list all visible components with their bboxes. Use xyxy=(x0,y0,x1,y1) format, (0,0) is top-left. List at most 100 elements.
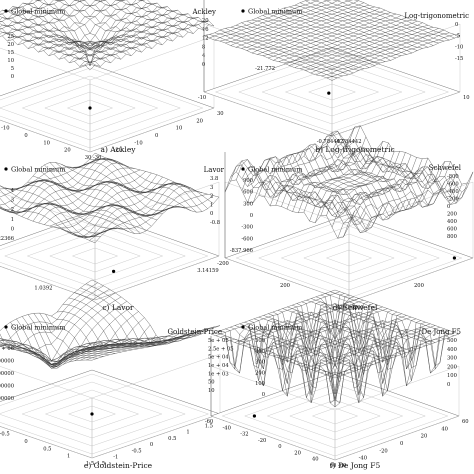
z-tick: 15 xyxy=(7,50,14,56)
y-tick: 60 xyxy=(462,419,469,425)
colorbar-tick: -0.8 xyxy=(210,220,220,226)
mesh-line xyxy=(27,314,157,362)
mesh-line xyxy=(61,164,186,209)
mesh-line xyxy=(337,145,462,205)
panel-caption: b) Log-trigonometric xyxy=(315,145,394,154)
colorbar-tick: 500 xyxy=(447,338,457,344)
panel-caption: f) De Jong F5 xyxy=(330,461,381,470)
x-tick: 1.0392 xyxy=(34,285,52,291)
contour-line xyxy=(236,217,463,299)
colorbar-tick: 100 xyxy=(447,373,457,379)
mesh-line xyxy=(348,125,474,185)
colorbar-tick: 400 xyxy=(447,219,457,225)
mesh-line xyxy=(325,330,450,404)
contour-line xyxy=(222,375,449,457)
mesh-line xyxy=(330,291,455,336)
floor-plane xyxy=(0,211,220,301)
x-tick: 0.5 xyxy=(43,446,51,452)
mesh-line xyxy=(139,0,209,25)
side-wall xyxy=(0,366,93,459)
contour-line xyxy=(281,233,418,283)
z-tick: 300 xyxy=(243,201,253,207)
legend-marker xyxy=(241,9,245,13)
mesh-line xyxy=(89,24,215,71)
contour-line xyxy=(215,51,449,133)
mesh-line xyxy=(287,316,412,362)
z-tick: -0.0822366 xyxy=(0,236,14,242)
z-tick: 2 xyxy=(11,207,14,213)
mesh-line xyxy=(323,0,445,42)
mesh-line xyxy=(292,305,417,358)
mesh-line xyxy=(56,334,186,369)
y-tick: -40 xyxy=(359,456,367,462)
mesh-line xyxy=(320,294,445,374)
mesh-line xyxy=(306,323,431,368)
mesh-line xyxy=(86,327,215,361)
mesh-line xyxy=(334,333,460,379)
global-minimum-marker xyxy=(112,269,116,273)
x-tick: 20 xyxy=(294,450,301,456)
y-tick: 1 xyxy=(186,430,189,436)
colorbar-tick: 10 xyxy=(208,388,215,394)
legend-label: Global minimum xyxy=(248,166,302,174)
legend-label: Global minimum xyxy=(248,324,302,332)
z-tick: 0 xyxy=(11,226,14,232)
mesh-line xyxy=(4,306,133,365)
mesh-line xyxy=(273,12,402,56)
mesh-line xyxy=(203,0,311,36)
mesh-line xyxy=(326,34,455,79)
mesh-line xyxy=(292,151,417,211)
mesh-line xyxy=(72,185,197,239)
legend-label: Global minimum xyxy=(248,8,302,16)
z-tick: 1e + 06 xyxy=(0,346,14,352)
mesh-line xyxy=(331,138,457,198)
mesh-line xyxy=(7,10,132,56)
contour-line xyxy=(45,397,139,431)
colorbar-tick: 20 xyxy=(202,18,209,24)
chart-panel-1: Global minimum Ackley2016128402520151050-… xyxy=(0,0,224,161)
mesh-line xyxy=(330,332,455,377)
x-tick: -200 xyxy=(217,261,229,267)
surface-mesh xyxy=(0,152,220,244)
y-tick: 10 xyxy=(463,95,470,101)
mesh-line xyxy=(79,20,204,67)
y-tick: 0 xyxy=(150,442,153,448)
y-tick: -1 xyxy=(113,455,118,461)
z-tick: 1 xyxy=(11,217,14,223)
mesh-line xyxy=(91,325,221,361)
mesh-line xyxy=(343,182,468,238)
mesh-line xyxy=(39,335,168,366)
panel-caption: e) Goldstein-Price xyxy=(84,461,153,470)
colorbar-tick: 0 xyxy=(210,211,213,217)
mesh-line xyxy=(296,303,421,387)
mesh-line xyxy=(299,2,429,48)
chart-panel-3: Global minimum Lavor 3.8 3 2 1 0 -0.8 4 3 2 1 0 -0.08… xyxy=(0,152,225,312)
mesh-line xyxy=(315,29,445,76)
z-tick: 900 xyxy=(243,178,253,184)
mesh-line xyxy=(84,20,209,66)
colorbar-tick: -800 xyxy=(447,174,459,180)
x-tick: 1 xyxy=(67,454,70,460)
colorbar-tick: 400 xyxy=(447,347,457,353)
y-tick: -60 xyxy=(338,463,346,469)
colorbar-tick: -10 xyxy=(455,45,463,51)
mesh-line xyxy=(344,0,455,39)
x-tick: 10 xyxy=(43,140,50,146)
z-tick: 4 xyxy=(11,188,15,194)
z-tick: 5 xyxy=(11,66,14,72)
y-tick: 0 xyxy=(155,133,158,139)
mesh-line xyxy=(64,13,189,58)
mesh-line xyxy=(10,311,139,369)
floor-contours xyxy=(215,51,449,133)
legend-marker xyxy=(241,325,245,329)
contour-line xyxy=(0,215,209,297)
mesh-line xyxy=(38,169,163,216)
x-tick: -20 xyxy=(258,438,266,444)
mesh-line xyxy=(49,162,174,216)
x-tick: -10 xyxy=(1,126,9,132)
mesh-line xyxy=(287,306,412,352)
mesh-line xyxy=(86,283,215,344)
z-tick: -300 xyxy=(241,225,253,231)
colorbar-tick: 800 xyxy=(447,234,457,240)
